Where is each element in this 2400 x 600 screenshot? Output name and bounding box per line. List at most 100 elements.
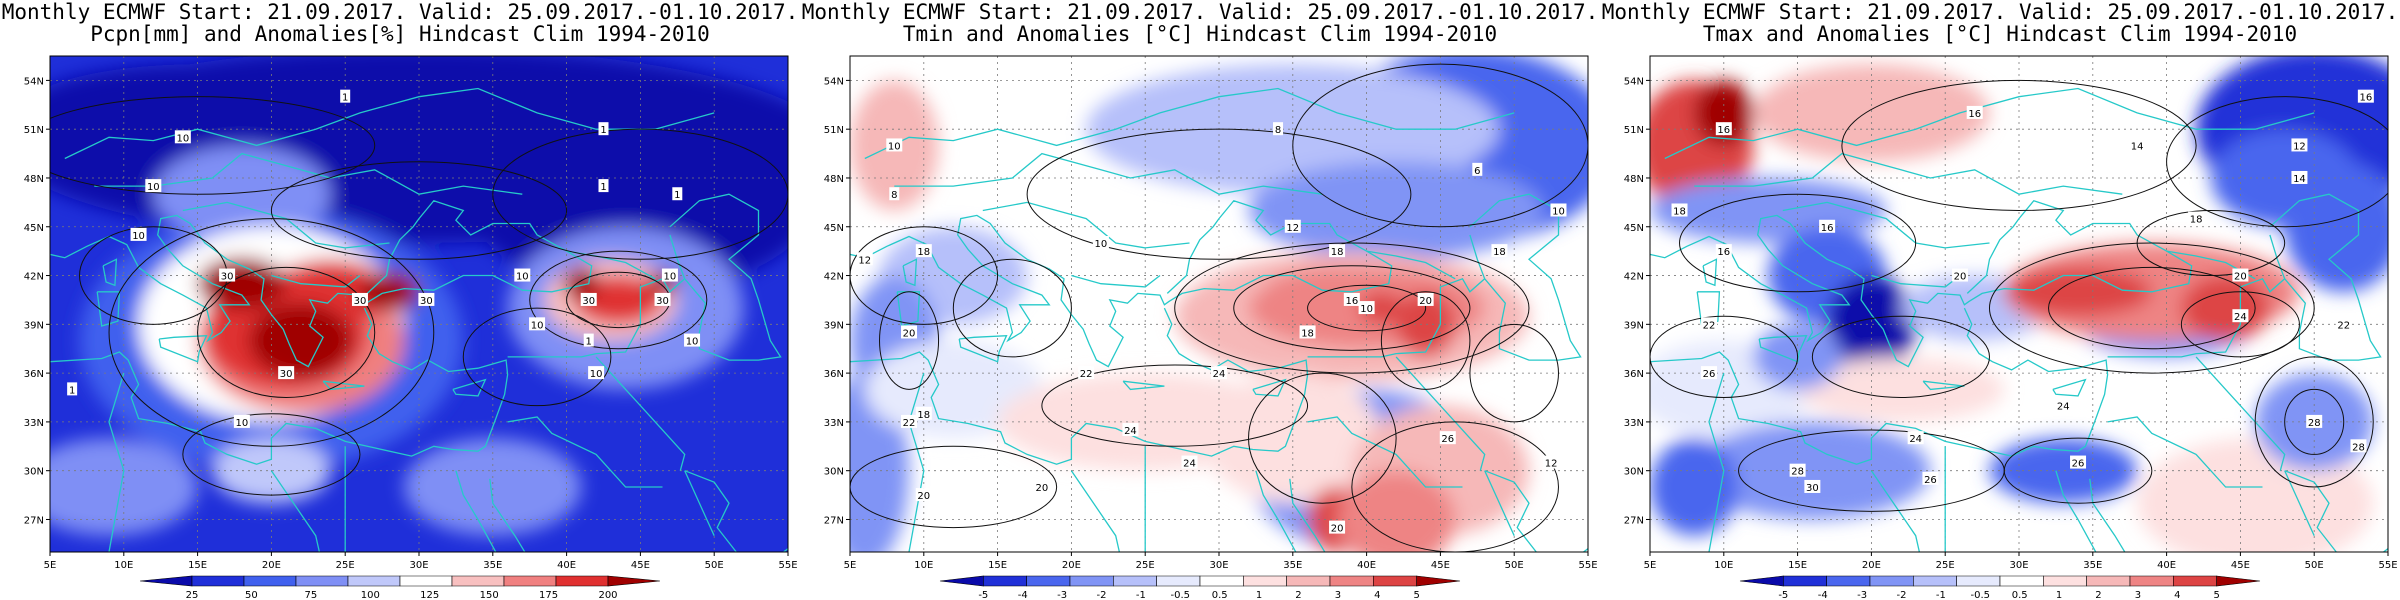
- contour-label: 26: [1924, 475, 1937, 486]
- contour-label-box: [418, 292, 435, 306]
- colorbar-swatch: [1286, 575, 1331, 587]
- contour-line: [2180, 291, 2300, 358]
- lon-tick-label: 15E: [1788, 560, 1807, 571]
- contour-label-box: [1804, 479, 1821, 493]
- contour-label-box: [1966, 105, 1983, 119]
- coastline: [50, 307, 509, 465]
- lat-tick-label: 45N: [1624, 223, 1644, 234]
- contour-label: 26: [1441, 434, 1454, 445]
- colorbar-tick-label: -1: [1936, 590, 1946, 600]
- contour-label-box: [1491, 244, 1508, 258]
- contour-label: 20: [1036, 483, 1049, 494]
- contour-label: 18: [917, 247, 930, 258]
- contour-label: 10: [686, 337, 699, 348]
- contour-label-box: [1472, 162, 1483, 176]
- contour-label: 1: [69, 385, 75, 396]
- lon-tick-label: 30E: [2009, 560, 2028, 571]
- coastline: [507, 278, 686, 358]
- colorbar-swatch: [1783, 575, 1827, 587]
- colorbar-swatch: [1026, 575, 1071, 587]
- lat-tick-label: 54N: [24, 76, 44, 87]
- contour-label: 10: [531, 320, 544, 331]
- contour-label-box: [1439, 431, 1456, 445]
- lat-tick-label: 36N: [1624, 369, 1644, 380]
- panel-title-line1: Monthly ECMWF Start: 21.09.2017. Valid: …: [1601, 0, 2399, 24]
- colorbar-tick-label: 1: [1256, 590, 1262, 600]
- coastline: [1650, 199, 2193, 368]
- colorbar-tick-label: 25: [186, 590, 199, 600]
- lon-tick-label: 20E: [1862, 560, 1881, 571]
- contour-line: [1041, 364, 1309, 447]
- contour-label-box: [1671, 203, 1688, 217]
- contour-label-box: [1543, 455, 1560, 469]
- contour-label: 10: [664, 272, 677, 283]
- lon-tick-label: 50E: [705, 560, 724, 571]
- contour-label-box: [901, 325, 918, 339]
- lon-tick-label: 40E: [557, 560, 576, 571]
- contour-label-box: [514, 268, 531, 282]
- lon-tick-label: 35E: [483, 560, 502, 571]
- contour-label-box: [2291, 170, 2308, 184]
- lat-tick-label: 39N: [1624, 320, 1644, 331]
- contour-label-box: [1701, 366, 1718, 380]
- colorbar: 25 50 75 100 125 150 175 200: [139, 575, 661, 600]
- panel-title-line2: Tmin and Anomalies [°C] Hindcast Clim 19…: [902, 22, 1498, 46]
- colorbar-tick-label: -3: [1057, 590, 1067, 600]
- contour-label-box: [529, 317, 546, 331]
- contour-line: [1469, 323, 1559, 423]
- contour-line: [2284, 388, 2345, 455]
- contour-label-box: [2129, 138, 2146, 152]
- coastline: [894, 152, 1323, 195]
- contour-label-box: [278, 366, 295, 380]
- contour-labels: 16 16 16 14 12 14 18 16 18 16 20 20 22 24 22 26 24 24 28 28…: [1671, 89, 2374, 494]
- colorbar-tick-label: 5: [2213, 590, 2219, 600]
- contour-line: [1841, 79, 2197, 211]
- colorbar-swatch: [983, 575, 1027, 587]
- lat-tick-label: 33N: [1624, 418, 1644, 429]
- lat-tick-label: 27N: [824, 515, 844, 526]
- contour-label: 26: [2072, 459, 2085, 470]
- contour-line: [182, 413, 361, 496]
- lat-tick-label: 45N: [824, 223, 844, 234]
- contour-label: 20: [903, 328, 916, 339]
- contour-line: [1292, 63, 1588, 228]
- lat-tick-label: 42N: [24, 272, 44, 283]
- contour-label-box: [2232, 309, 2249, 323]
- contour-label: 20: [1331, 524, 1344, 535]
- colorbar-swatch: [2173, 575, 2217, 587]
- coastline: [64, 87, 715, 160]
- coastline: [102, 258, 118, 287]
- colorbar-swatch: [1739, 575, 1784, 587]
- contour-label: 30: [280, 369, 293, 380]
- contour-label-box: [1550, 203, 1567, 217]
- contour-label: 1: [600, 125, 606, 136]
- lat-tick-label: 51N: [24, 125, 44, 136]
- colorbar-tick-label: 200: [598, 590, 617, 600]
- colorbar-swatch: [2216, 575, 2261, 587]
- colorbar-swatch: [555, 575, 609, 587]
- anomaly-patch: [1694, 80, 1754, 146]
- lon-tick-label: 20E: [1062, 560, 1081, 571]
- lat-tick-label: 54N: [824, 76, 844, 87]
- coastline: [271, 274, 361, 288]
- contour-label: 20: [917, 491, 930, 502]
- coastline: [270, 470, 321, 552]
- coastline: [864, 87, 1515, 160]
- coastline: [1071, 274, 1161, 288]
- coastline: [158, 334, 208, 363]
- contour-line: [1233, 265, 1471, 351]
- coastline: [1070, 470, 1121, 552]
- contour-label: 24: [1124, 426, 1137, 437]
- contour-label: 12: [1545, 459, 1558, 470]
- lat-tick-label: 48N: [24, 174, 44, 185]
- contour-label: 26: [1703, 369, 1716, 380]
- colorbar-swatch: [295, 575, 349, 587]
- colorbar-tick-label: 75: [304, 590, 317, 600]
- contour-label-box: [2070, 455, 2087, 469]
- colorbar-tick-label: -4: [1018, 590, 1028, 600]
- contour-label: 12: [2293, 141, 2306, 152]
- panel-tmax: Monthly ECMWF Start: 21.09.2017. Valid: …: [1600, 0, 2400, 600]
- contour-label-box: [1789, 463, 1806, 477]
- contour-label: 10: [1095, 239, 1108, 250]
